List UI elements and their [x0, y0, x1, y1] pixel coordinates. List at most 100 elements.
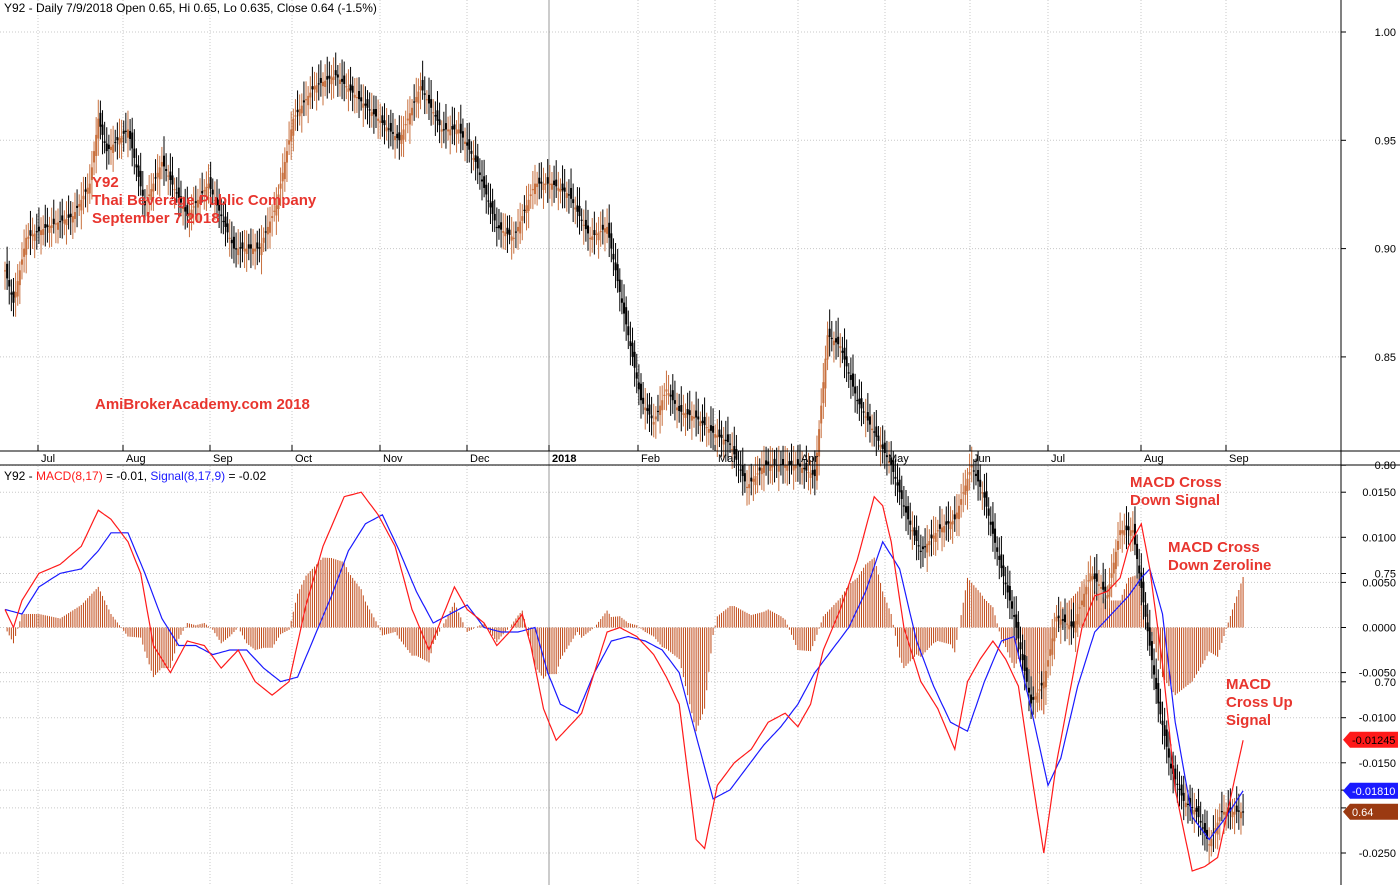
candle-body: [983, 492, 986, 498]
candle-body: [523, 209, 526, 211]
candle-body: [739, 469, 742, 471]
candle-body: [169, 171, 172, 181]
candle-body: [540, 181, 543, 184]
candle-body: [481, 179, 483, 182]
candle-body: [926, 543, 929, 553]
candle-body: [258, 247, 261, 249]
x-axis-month-label: Dec: [470, 453, 490, 465]
candle-body: [557, 187, 560, 191]
candle-body: [724, 439, 727, 442]
candle-body: [563, 187, 566, 192]
candle-body: [8, 280, 11, 287]
candle-body: [266, 226, 269, 235]
candle-body: [160, 161, 163, 167]
candle-body: [595, 233, 598, 235]
candle-body: [141, 189, 144, 196]
candle-body: [434, 115, 437, 117]
candle-body: [646, 408, 649, 412]
price-y-tick-label: 0.85: [1375, 352, 1396, 364]
candle-body: [815, 452, 818, 481]
candle-body: [143, 200, 146, 206]
candle-body: [1104, 586, 1107, 593]
candle-body: [1040, 682, 1043, 686]
candle-body: [131, 132, 134, 149]
candle-body: [1072, 621, 1075, 628]
candle-body: [964, 485, 967, 495]
candle-body: [618, 279, 621, 292]
candle-body: [786, 465, 789, 471]
candle-body: [381, 115, 384, 123]
candle-body: [849, 374, 852, 380]
candle-body: [531, 189, 534, 191]
candle-body: [256, 242, 259, 249]
candle-body: [165, 168, 168, 171]
candle-body: [302, 100, 305, 103]
candle-body: [52, 218, 55, 225]
candle-body: [866, 412, 869, 421]
candle-body: [913, 527, 916, 536]
candle-body: [93, 151, 96, 163]
macd-line: [4, 491, 1244, 872]
annotation-cross-up-signal: MACD Cross Up Signal: [1226, 676, 1293, 730]
cross-down-zero-line-2: Down Zeroline: [1168, 557, 1272, 574]
candle-body: [1146, 622, 1149, 632]
candle-body: [175, 192, 178, 194]
candle-body: [402, 129, 405, 140]
price-y-tick-label: 0.90: [1375, 244, 1396, 256]
candle-body: [1220, 811, 1223, 813]
candle-body: [1080, 600, 1083, 606]
candle-body: [782, 458, 785, 466]
candle-body: [417, 91, 420, 104]
candle-body: [1239, 811, 1242, 819]
candle-body: [900, 490, 903, 500]
candle-body: [546, 177, 549, 184]
candle-body: [449, 129, 452, 136]
candle-body: [1114, 551, 1117, 570]
candle-body: [570, 187, 573, 199]
candle-body: [1074, 620, 1077, 633]
candle-body: [813, 469, 816, 477]
candle-body: [941, 527, 944, 533]
candle-body: [998, 555, 1001, 560]
candle-body: [1055, 616, 1058, 622]
candle-body: [430, 99, 433, 108]
candle-body: [226, 223, 229, 233]
candle-body: [514, 231, 517, 233]
candle-body: [519, 221, 522, 234]
candle-body: [871, 428, 874, 431]
candle-body: [614, 262, 617, 271]
candle-body: [1180, 784, 1183, 796]
candle-body: [497, 225, 500, 229]
candle-body: [830, 337, 833, 340]
candle-body: [1191, 806, 1194, 809]
candle-body: [750, 477, 753, 482]
candle-body: [470, 150, 473, 154]
candle-body: [650, 415, 653, 419]
price-y-tick-label: 1.00: [1375, 27, 1396, 39]
candle-body: [879, 444, 882, 448]
candle-body: [298, 108, 301, 117]
candle-body: [110, 146, 112, 151]
candle-body: [843, 347, 846, 360]
candle-body: [794, 465, 797, 469]
candle-body: [864, 416, 867, 418]
candle-body: [644, 407, 647, 411]
candle-body: [216, 197, 218, 206]
candle-body: [247, 244, 250, 249]
candle-body: [949, 522, 952, 530]
candle-body: [228, 237, 231, 239]
macd-title-value: = -0.01,: [102, 469, 151, 483]
candle-body: [633, 351, 636, 368]
candle-body: [249, 244, 252, 249]
candle-body: [951, 520, 954, 525]
candle-body: [868, 416, 871, 425]
annotation-cross-down-signal: MACD Cross Down Signal: [1130, 474, 1222, 510]
candle-body: [1123, 530, 1126, 536]
candle-body: [1023, 655, 1026, 671]
candle-body: [472, 157, 475, 161]
candle-body: [637, 382, 640, 390]
candle-body: [591, 236, 594, 240]
candle-body: [29, 230, 32, 236]
candle-body: [315, 85, 318, 93]
candle-body: [12, 291, 15, 303]
